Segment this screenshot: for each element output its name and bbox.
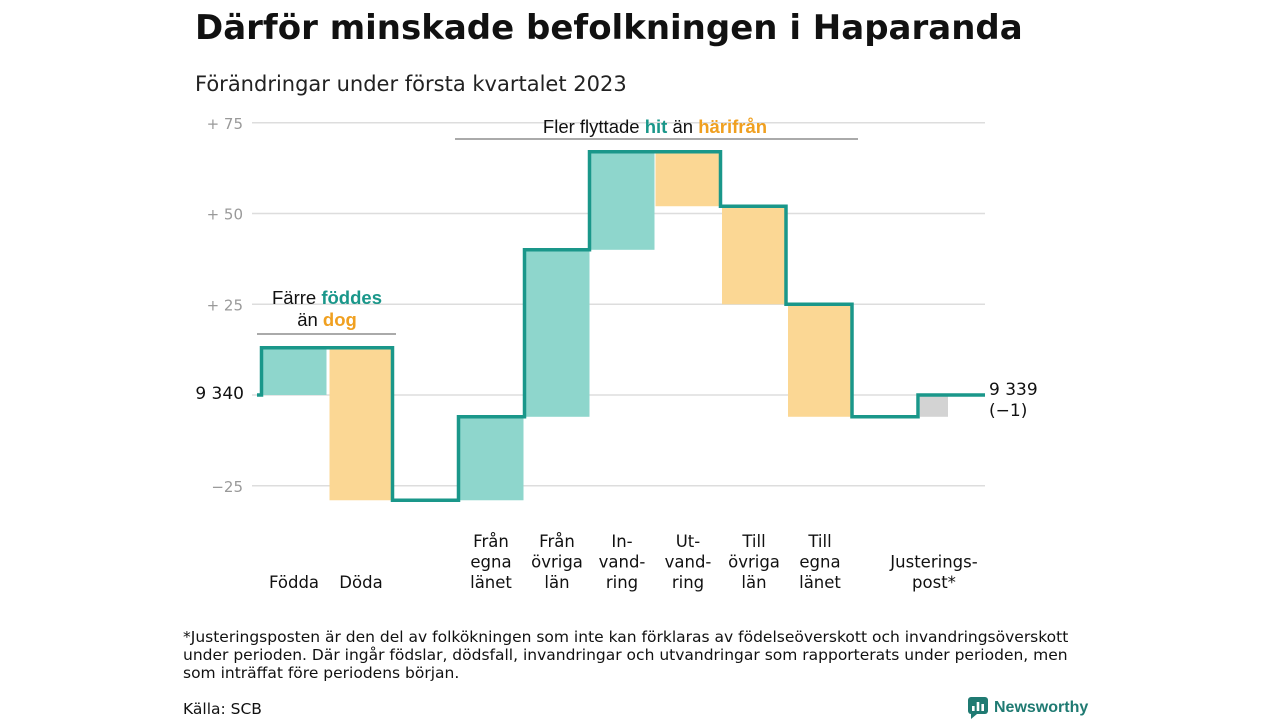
annotation-fodda-highlight: föddes [321,287,382,308]
waterfall-bar [655,151,721,207]
category-label: egna [799,553,840,572]
waterfall-bar [788,304,852,417]
category-label: Från [539,532,575,551]
chart-title: Därför minskade befolkningen i Haparanda [195,8,1023,48]
waterfall-bar [261,347,327,395]
category-label: län [741,573,766,592]
chart-subtitle: Förändringar under första kvartalet 2023 [195,72,627,96]
annotation-fodda-doda-line1: Färre föddes [272,287,382,308]
running-total-line [257,150,985,503]
waterfall-bar [920,395,948,417]
annotation-an-pre: än [297,309,323,330]
annotation-flyttade: Fler flyttade hit än härifrån [543,116,767,137]
category-label: ring [672,573,704,592]
bars-layer [261,151,948,501]
y-tick-label: + 50 [207,206,243,224]
annotation-harifran-highlight: härifrån [698,116,767,137]
line-layer [257,150,985,503]
waterfall-bar [524,249,590,417]
logo-text: Newsworthy [994,699,1089,716]
category-label: Födda [269,573,319,592]
newsworthy-logo: Newsworthy [968,697,1088,719]
waterfall-bar [458,416,524,501]
end-population-label: 9 339 [989,380,1038,400]
category-label: Till [807,532,831,551]
annotation-fodda-doda-line2: än dog [297,309,357,330]
start-population-label: 9 340 [195,384,244,404]
annotation-fodda-pre: Färre [272,287,321,308]
annotation-flyttade-pre: Fler flyttade [543,116,645,137]
y-tick-label: −25 [211,478,243,496]
waterfall-bar [722,206,786,305]
category-label: vand- [665,553,712,572]
y-tick-label: + 75 [207,115,243,133]
category-label: län [544,573,569,592]
category-label: Från [473,532,509,551]
category-label: Döda [339,573,382,592]
annotation-an-mid: än [667,116,698,137]
source-note: Källa: SCB [183,700,262,718]
category-label: egna [470,553,511,572]
category-label: övriga [728,553,780,572]
waterfall-chart: + 75+ 50+ 25−25 Födda DödaFrånegnalänetFr… [195,115,1038,592]
waterfall-bar [589,151,655,250]
annotation-dog-highlight: dog [323,309,357,330]
y-tick-label: + 25 [207,296,243,314]
annotation-hit-highlight: hit [645,116,668,137]
category-label: länet [799,573,841,592]
category-label: övriga [531,553,583,572]
end-change-label: (−1) [989,401,1027,421]
category-label: ring [606,573,638,592]
category-label: Ut- [676,532,701,551]
category-label: Till [741,532,765,551]
newsworthy-logo-icon [968,697,988,719]
category-label: In- [611,532,632,551]
footnote: *Justeringsposten är den del av folkökni… [183,628,1069,682]
category-label: länet [470,573,512,592]
category-label: vand- [599,553,646,572]
category-label: post* [912,573,956,592]
category-label: Justerings- [889,553,977,572]
labels-layer: Födda DödaFrånegnalänetFrånövrigalänIn-va… [269,532,978,592]
grid-layer: + 75 + 50 + 25 −25 [207,115,985,496]
waterfall-bar [329,347,393,501]
